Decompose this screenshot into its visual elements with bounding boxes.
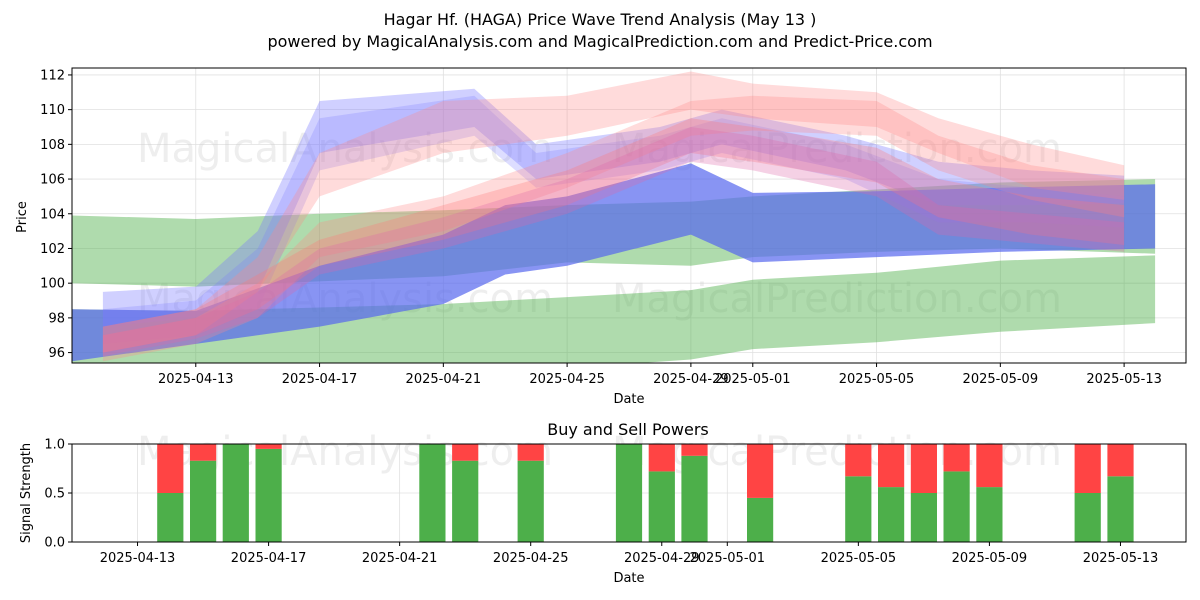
buy-bar: [1107, 476, 1134, 542]
buy-bar: [943, 471, 970, 542]
price-ytick-label: 112: [40, 68, 65, 83]
sell-bar: [452, 444, 479, 461]
buy-bar: [1074, 493, 1101, 542]
price-ytick-label: 106: [40, 173, 65, 188]
price-band-green-lower: [72, 255, 1156, 363]
price-xlabel: Date: [613, 392, 644, 407]
buy-bar: [878, 487, 905, 542]
buy-bar: [190, 460, 217, 542]
sell-bar: [878, 444, 905, 488]
price-xtick-label: 2025-05-05: [839, 372, 915, 387]
price-axes-frame: [71, 67, 1187, 364]
price-ytick-label: 108: [40, 138, 65, 153]
watermark-prediction: MagicalPrediction.com: [612, 276, 1062, 322]
sell-bar: [1107, 444, 1134, 477]
buy-bar: [222, 444, 249, 542]
sell-bar: [157, 444, 184, 493]
price-ytick-label: 102: [40, 242, 65, 257]
chart-subtitle: powered by MagicalAnalysis.com and Magic…: [267, 32, 932, 51]
sell-bar: [747, 444, 774, 498]
signal-chart: Buy and Sell Powers MagicalAnalysis.com …: [19, 420, 1187, 586]
sell-bar: [845, 444, 872, 477]
signal-xtick-label: 2025-04-25: [493, 551, 569, 566]
price-ytick-label: 110: [40, 103, 65, 118]
signal-x-ticks: 2025-04-13 2025-04-17 2025-04-21 2025-04-25…: [100, 542, 1159, 566]
price-xtick-label: 2025-05-01: [715, 372, 791, 387]
buy-bar: [976, 487, 1003, 542]
signal-ytick-label: 0.5: [44, 487, 65, 502]
signal-xtick-label: 2025-04-21: [362, 551, 438, 566]
chart-title: Hagar Hf. (HAGA) Price Wave Trend Analys…: [384, 10, 817, 29]
sell-bar: [1074, 444, 1101, 493]
sell-bar: [943, 444, 970, 472]
buy-bar: [681, 455, 708, 542]
buy-bar: [517, 460, 544, 542]
buy-bar: [615, 444, 643, 542]
price-xtick-label: 2025-04-13: [158, 372, 234, 387]
signal-xtick-label: 2025-05-13: [1083, 551, 1159, 566]
sell-bar: [648, 444, 675, 472]
price-y-ticks: 96 98 100 102 104 106 108 110 112: [40, 68, 72, 361]
price-ytick-label: 96: [48, 346, 65, 361]
price-band-blue-main: [72, 163, 1156, 362]
watermark-prediction: MagicalPrediction.com: [612, 126, 1062, 172]
price-band-pink-wave-2: [102, 95, 1125, 362]
sell-bar: [976, 444, 1003, 488]
buy-bar: [648, 471, 675, 542]
signal-xlabel: Date: [613, 571, 644, 586]
sell-bar: [190, 444, 217, 461]
signal-y-ticks: 0.0 0.5 1.0: [44, 438, 72, 551]
signal-xtick-label: 2025-05-05: [821, 551, 897, 566]
price-ylabel: Price: [15, 201, 30, 233]
signal-xtick-label: 2025-05-01: [690, 551, 766, 566]
buy-bar: [747, 497, 774, 542]
price-chart: MagicalAnalysis.com MagicalPrediction.co…: [15, 67, 1187, 407]
signal-chart-title: Buy and Sell Powers: [547, 420, 709, 439]
sell-bar: [517, 444, 544, 461]
buy-bar: [910, 493, 937, 542]
price-band-blue-wave-1: [102, 88, 1125, 327]
buy-bar: [157, 493, 184, 542]
signal-ylabel: Signal Strength: [19, 443, 34, 543]
price-bands: [72, 71, 1156, 363]
sell-bar: [910, 444, 937, 493]
price-xtick-label: 2025-04-25: [529, 372, 605, 387]
price-ytick-label: 98: [48, 311, 65, 326]
price-band-pink-wave-3: [102, 118, 1125, 353]
buy-bar: [452, 460, 479, 542]
price-x-ticks: 2025-04-13 2025-04-17 2025-04-21 2025-04-25…: [158, 363, 1162, 387]
buy-bar: [419, 444, 446, 542]
watermark-analysis: MagicalAnalysis.com: [137, 126, 553, 172]
buy-bar: [845, 476, 872, 542]
signal-ytick-label: 0.0: [44, 536, 65, 551]
buy-bar: [255, 448, 282, 542]
price-xtick-label: 2025-05-13: [1086, 372, 1162, 387]
price-ytick-label: 104: [40, 207, 65, 222]
price-xtick-label: 2025-04-21: [406, 372, 482, 387]
price-xtick-label: 2025-05-09: [963, 372, 1039, 387]
price-band-blue-wave-2: [102, 95, 1125, 344]
signal-xtick-label: 2025-04-13: [100, 551, 176, 566]
signal-ytick-label: 1.0: [44, 438, 65, 453]
price-xtick-label: 2025-04-29: [653, 372, 729, 387]
price-band-pink-wave-1: [102, 71, 1125, 353]
signal-xtick-label: 2025-05-09: [952, 551, 1028, 566]
price-ytick-label: 100: [40, 277, 65, 292]
signal-xtick-label: 2025-04-17: [231, 551, 307, 566]
price-xtick-label: 2025-04-17: [282, 372, 358, 387]
price-band-pink-wave-4: [102, 127, 1125, 357]
signal-bars: [157, 444, 1134, 542]
signal-xtick-label: 2025-04-29: [624, 551, 700, 566]
sell-bar: [681, 444, 708, 456]
sell-bar: [255, 444, 282, 449]
